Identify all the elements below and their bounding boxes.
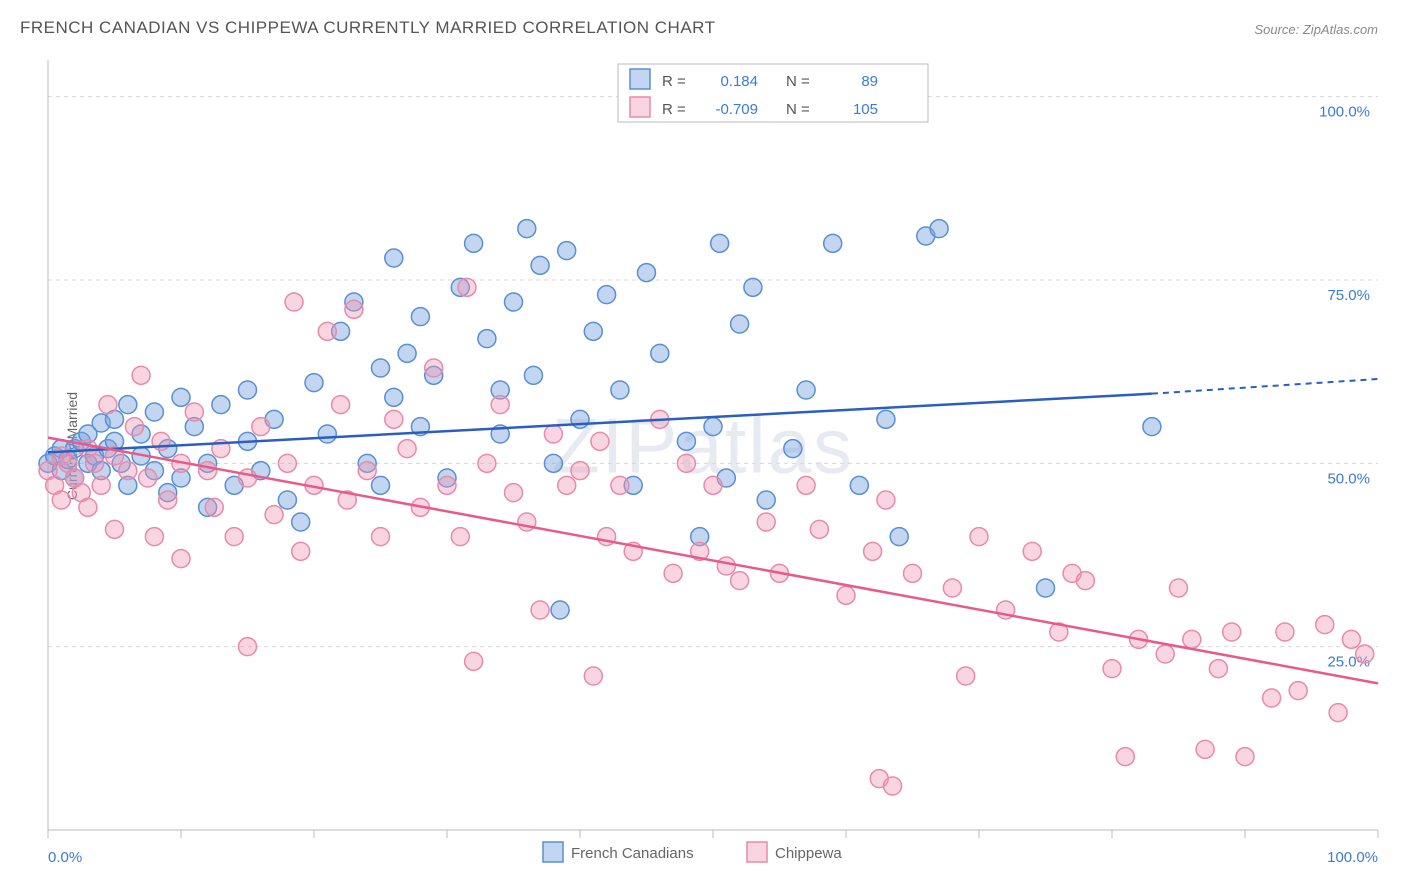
svg-text:100.0%: 100.0% [1319, 104, 1370, 121]
svg-text:89: 89 [861, 73, 878, 90]
svg-text:Chippewa: Chippewa [775, 845, 842, 862]
svg-text:75.0%: 75.0% [1327, 287, 1370, 304]
svg-text:0.184: 0.184 [720, 73, 758, 90]
chart-svg: 25.0%50.0%75.0%100.0%0.0%100.0%R =0.184N… [0, 0, 1406, 892]
svg-text:N =: N = [786, 73, 810, 90]
svg-text:0.0%: 0.0% [48, 849, 82, 866]
svg-text:100.0%: 100.0% [1327, 849, 1378, 866]
svg-text:R =: R = [662, 73, 686, 90]
correlation-chart: FRENCH CANADIAN VS CHIPPEWA CURRENTLY MA… [0, 0, 1406, 892]
svg-text:R =: R = [662, 101, 686, 118]
svg-text:-0.709: -0.709 [715, 101, 758, 118]
svg-text:50.0%: 50.0% [1327, 470, 1370, 487]
svg-text:105: 105 [853, 101, 878, 118]
svg-text:N =: N = [786, 101, 810, 118]
svg-text:French Canadians: French Canadians [571, 845, 694, 862]
